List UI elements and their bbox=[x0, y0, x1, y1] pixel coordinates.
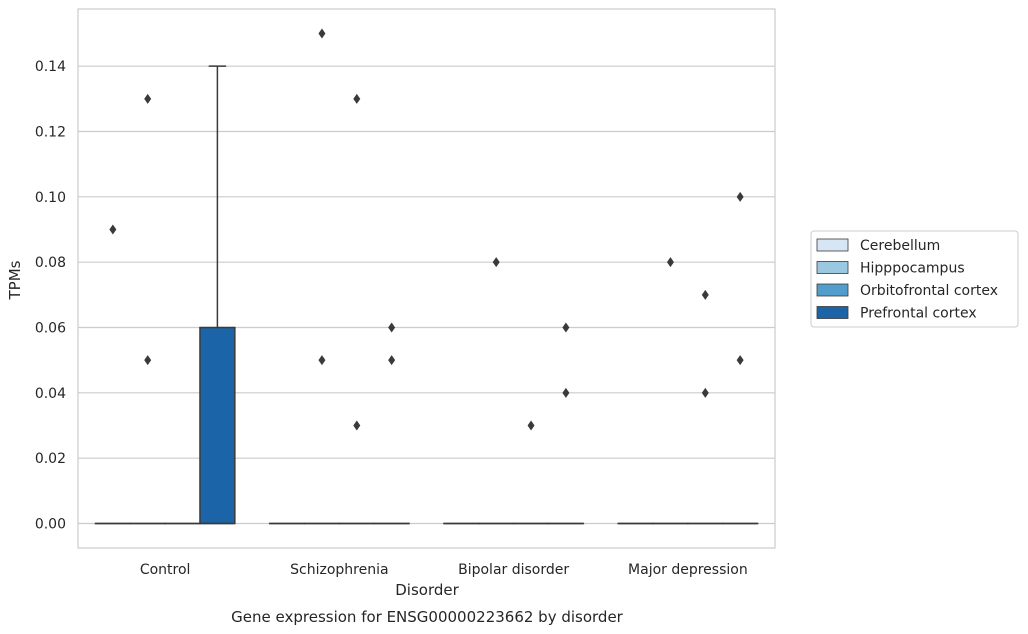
y-tick-label: 0.02 bbox=[35, 451, 66, 467]
legend-swatch bbox=[816, 238, 849, 252]
plot-frame bbox=[77, 8, 776, 549]
outlier-point bbox=[109, 224, 117, 235]
outlier-point bbox=[318, 28, 326, 39]
box-body bbox=[199, 326, 236, 525]
box-prefrontal-cortex bbox=[199, 65, 236, 525]
y-tick-label: 0.00 bbox=[35, 517, 66, 533]
x-axis-ticks: Control Schizophrenia Bipolar disorder Majo… bbox=[140, 562, 748, 578]
grid-lines bbox=[78, 65, 775, 525]
outlier-point bbox=[527, 420, 535, 431]
outlier-point bbox=[353, 93, 361, 104]
box-prefrontal-cortex bbox=[547, 322, 585, 525]
legend: Cerebellum Hipppocampus Orbitofrontal cort… bbox=[810, 230, 1019, 328]
y-tick-label: 0.12 bbox=[35, 125, 66, 141]
outlier-point bbox=[353, 420, 361, 431]
legend-swatch bbox=[816, 306, 849, 319]
outlier-point bbox=[144, 355, 152, 366]
box-orbitofrontal-cortex bbox=[687, 289, 724, 525]
y-tick-label: 0.06 bbox=[35, 321, 66, 337]
legend-item: Cerebellum bbox=[816, 238, 940, 254]
outlier-point bbox=[736, 355, 744, 366]
legend-frame bbox=[810, 230, 1019, 328]
y-tick-label: 0.08 bbox=[35, 255, 66, 271]
y-axis-ticks: 0.00 0.02 0.04 0.06 0.08 0.10 0.12 0.14 bbox=[35, 59, 66, 532]
outlier-point bbox=[736, 191, 744, 202]
outlier-point bbox=[701, 387, 709, 398]
outlier-point bbox=[492, 257, 500, 268]
plot-background bbox=[78, 9, 775, 548]
y-tick-label: 0.04 bbox=[35, 386, 66, 402]
outlier-point bbox=[144, 93, 152, 104]
x-tick-label: Control bbox=[140, 562, 191, 578]
outlier-point bbox=[388, 355, 396, 366]
outlier-point bbox=[562, 387, 570, 398]
box-prefrontal-cortex bbox=[721, 191, 759, 525]
legend-swatch bbox=[816, 283, 849, 297]
legend-label: Cerebellum bbox=[860, 238, 940, 254]
legend-item: Orbitofrontal cortex bbox=[816, 283, 998, 299]
outlier-point bbox=[666, 257, 674, 268]
outlier-point bbox=[562, 322, 570, 333]
y-axis-title: TPMs bbox=[6, 260, 24, 300]
box-prefrontal-cortex bbox=[373, 322, 410, 525]
legend-label: Orbitofrontal cortex bbox=[860, 283, 998, 299]
x-axis-title: Disorder bbox=[395, 581, 459, 599]
y-tick-label: 0.14 bbox=[35, 59, 66, 75]
outlier-point bbox=[388, 322, 396, 333]
chart-caption: Gene expression for ENSG00000223662 by d… bbox=[231, 608, 624, 626]
x-tick-label: Schizophrenia bbox=[290, 562, 388, 578]
x-tick-label: Bipolar disorder bbox=[458, 562, 569, 578]
legend-label: Prefrontal cortex bbox=[860, 306, 977, 322]
legend-label: Hipppocampus bbox=[860, 261, 965, 277]
outlier-point bbox=[701, 289, 709, 300]
legend-item: Hipppocampus bbox=[816, 261, 965, 277]
box-series bbox=[94, 28, 759, 525]
x-tick-label: Major depression bbox=[628, 562, 748, 578]
legend-item: Prefrontal cortex bbox=[816, 306, 977, 322]
y-tick-label: 0.10 bbox=[35, 190, 66, 206]
outlier-point bbox=[318, 355, 326, 366]
legend-swatch bbox=[816, 261, 849, 274]
